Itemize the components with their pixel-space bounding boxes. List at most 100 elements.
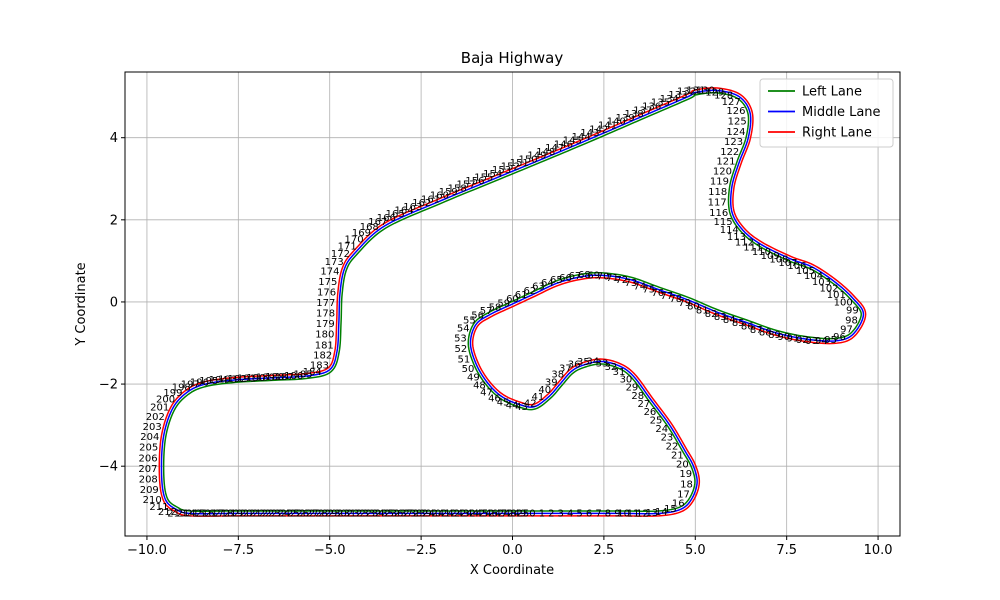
legend-entry-0: Left Lane [802,85,862,100]
waypoint-label: 77 [660,291,673,302]
waypoint-label: 75 [642,285,655,296]
x-tick-label: 10.0 [864,543,893,558]
waypoint-label: 116 [709,208,728,219]
waypoint-label: 194 [209,375,228,386]
waypoint-label: 37 [559,363,572,374]
waypoint-label: 131 [686,86,705,97]
waypoint-label: 30 [620,375,633,386]
waypoint-label: 53 [454,334,467,345]
waypoint-label: 5 [576,508,582,519]
waypoint-label: 85 [732,318,745,329]
waypoint-label: 21 [671,450,684,461]
waypoint-label: 42 [524,399,537,410]
waypoint-label: 24 [655,424,668,435]
waypoint-label: 90 [777,332,790,343]
waypoint-label: 242 [441,508,460,519]
waypoint-label: 108 [769,255,788,266]
waypoint-label: 22 [666,442,679,453]
waypoint-label: 100 [834,297,853,308]
waypoint-label: 98 [845,316,858,327]
waypoint-label: 157 [457,180,476,191]
waypoint-label: 145 [563,136,582,147]
waypoint-label: 250 [517,508,536,519]
waypoint-label: 168 [360,222,379,233]
waypoint-label: 161 [421,194,440,205]
waypoint-label: 178 [316,309,335,320]
waypoint-label: 215 [186,509,205,520]
waypoint-label: 160 [430,191,449,202]
waypoint-label: 81 [696,305,709,316]
waypoint-label: 134 [660,94,679,105]
waypoint-label: 87 [750,325,763,336]
waypoint-label: 151 [510,158,529,169]
waypoint-label: 89 [768,330,781,341]
waypoint-label: 205 [139,443,158,454]
waypoint-label: 80 [687,302,700,313]
waypoint-label: 232 [347,508,366,519]
waypoint-label: 140 [607,117,626,128]
waypoint-label: 68 [578,270,591,281]
waypoint-label: 231 [337,508,356,519]
waypoint-label: 137 [633,105,652,116]
waypoint-label: 124 [726,127,745,138]
waypoint-label: 154 [483,169,502,180]
waypoint-label: 153 [492,165,511,176]
waypoint-label: 11 [627,509,640,520]
x-tick-label: −10.0 [127,543,167,558]
waypoint-label: 189 [256,373,275,384]
waypoint-label: 170 [345,234,364,245]
waypoint-label: 181 [315,340,334,351]
waypoint-label: 44 [506,401,519,412]
waypoint-label: 225 [281,508,300,519]
waypoint-label: 20 [676,459,689,470]
x-tick-label: −5.0 [314,543,346,558]
y-axis-ticks: −4 −2 0 2 4 [99,131,125,475]
waypoint-label: 99 [846,306,859,317]
waypoint-label: 249 [507,508,526,519]
x-tick-label: 7.5 [776,543,797,558]
waypoint-label: 243 [450,508,469,519]
waypoint-label: 245 [469,508,488,519]
waypoint-label: 183 [310,361,329,372]
waypoint-label: 95 [824,335,837,346]
waypoint-label: 235 [375,508,394,519]
waypoint-label: 82 [705,309,718,320]
waypoint-label: 199 [163,388,182,399]
waypoint-label: 64 [541,278,554,289]
waypoint-label: 138 [625,109,644,120]
waypoint-label: 101 [827,290,846,301]
waypoint-label: 192 [228,374,247,385]
waypoint-label: 106 [787,261,806,272]
chart-title: Baja Highway [461,49,564,67]
waypoint-label: 208 [139,475,158,486]
waypoint-label: 130 [696,86,715,97]
x-axis-title: X Coordinate [470,563,554,578]
y-tick-label: 0 [110,295,118,310]
waypoint-label: 65 [550,275,563,286]
waypoint-label: 70 [597,271,610,282]
waypoint-label: 237 [394,508,413,519]
waypoint-label: 125 [728,116,747,127]
waypoint-label: 47 [480,388,493,399]
waypoint-label: 71 [606,273,619,284]
waypoint-label: 240 [422,508,441,519]
waypoint-label: 246 [479,508,498,519]
waypoint-label: 171 [338,242,357,253]
waypoint-label: 135 [651,98,670,109]
waypoint-label: 166 [377,213,396,224]
waypoint-label: 1 [539,508,545,519]
waypoint-label: 239 [413,508,432,519]
waypoint-label: 126 [726,106,745,117]
waypoint-label: 117 [708,197,727,208]
waypoint-label: 56 [471,311,484,322]
waypoint-label: 59 [497,298,510,309]
waypoint-label: 127 [722,97,741,108]
waypoint-label: 236 [384,508,403,519]
waypoint-label: 109 [761,251,780,262]
lane-line-2 [158,87,867,517]
waypoint-label: 120 [713,166,732,177]
waypoint-label: 63 [532,282,545,293]
waypoint-label: 184 [303,367,322,378]
waypoint-label: 173 [325,257,344,268]
waypoint-label: 167 [368,217,387,228]
